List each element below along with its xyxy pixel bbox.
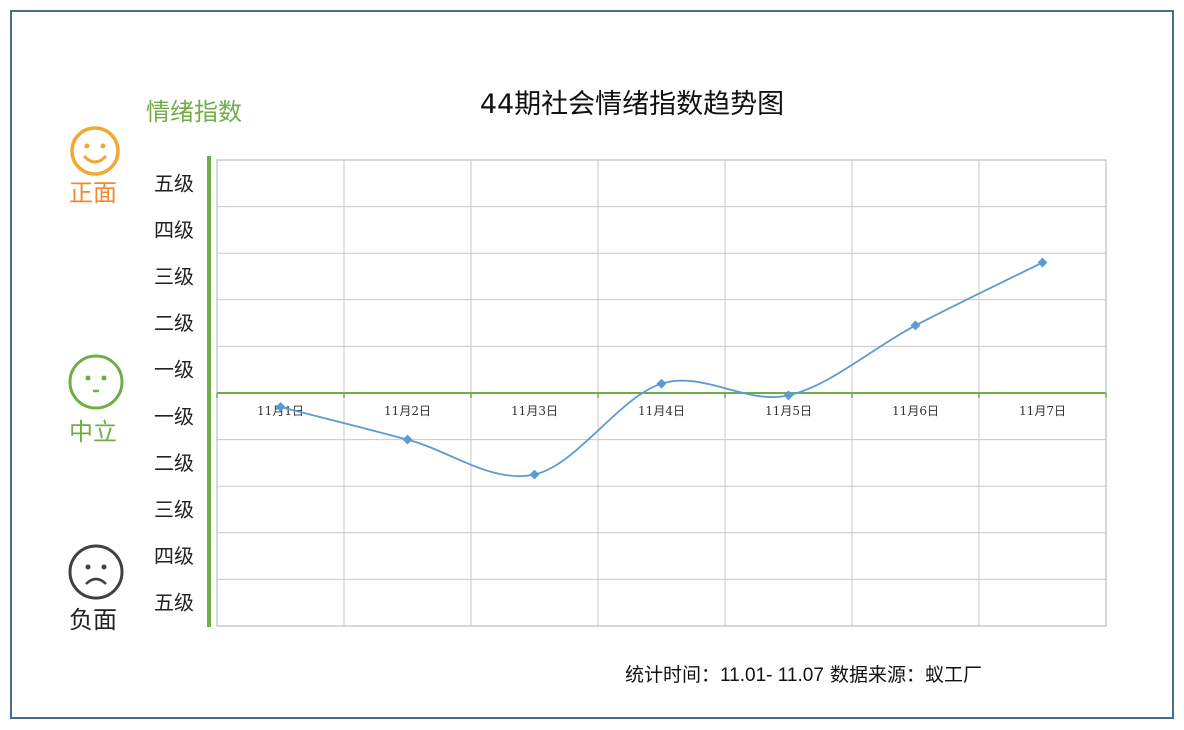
data-point <box>529 469 540 480</box>
neutral-label: 中立 <box>69 418 117 446</box>
data-point <box>402 434 413 445</box>
y-tick-label: 四级 <box>154 544 194 568</box>
time-value: 11.01- 11.07 <box>720 665 824 686</box>
positive-label: 正面 <box>69 179 117 207</box>
data-point <box>275 402 286 412</box>
smiley-face-icon <box>70 126 120 176</box>
y-tick-label: 二级 <box>154 451 194 475</box>
data-point <box>1037 257 1048 268</box>
x-tick-label: 11月6日 <box>892 404 939 418</box>
y-tick-label: 四级 <box>154 218 194 242</box>
source-label: 数据来源： <box>829 664 925 686</box>
y-tick-label: 五级 <box>154 591 194 615</box>
chart-title: 44期社会情绪指数趋势图 <box>479 89 785 120</box>
chart-footer: 统计时间：11.01- 11.07 数据来源：蚁工厂 <box>625 660 982 687</box>
y-tick-label: 三级 <box>154 498 194 522</box>
source-value: 蚁工厂 <box>924 664 982 686</box>
y-tick-label: 一级 <box>154 404 194 428</box>
y-tick-label: 三级 <box>154 265 194 289</box>
data-point <box>656 378 667 389</box>
x-tick-label: 11月5日 <box>765 404 812 418</box>
y-axis-title: 情绪指数 <box>146 98 242 126</box>
data-point <box>783 390 794 401</box>
y-tick-label: 一级 <box>154 358 194 382</box>
data-point <box>910 320 921 331</box>
x-tick-label: 11月3日 <box>511 404 558 418</box>
time-label: 统计时间： <box>625 664 721 686</box>
y-tick-label: 二级 <box>154 311 194 335</box>
x-tick-label: 11月7日 <box>1019 404 1066 418</box>
sad-face-icon <box>68 544 124 600</box>
x-tick-label: 11月4日 <box>638 404 685 418</box>
negative-label: 负面 <box>69 606 117 634</box>
y-tick-label: 五级 <box>154 171 194 195</box>
neutral-face-icon <box>68 354 124 410</box>
x-tick-label: 11月2日 <box>384 404 431 418</box>
